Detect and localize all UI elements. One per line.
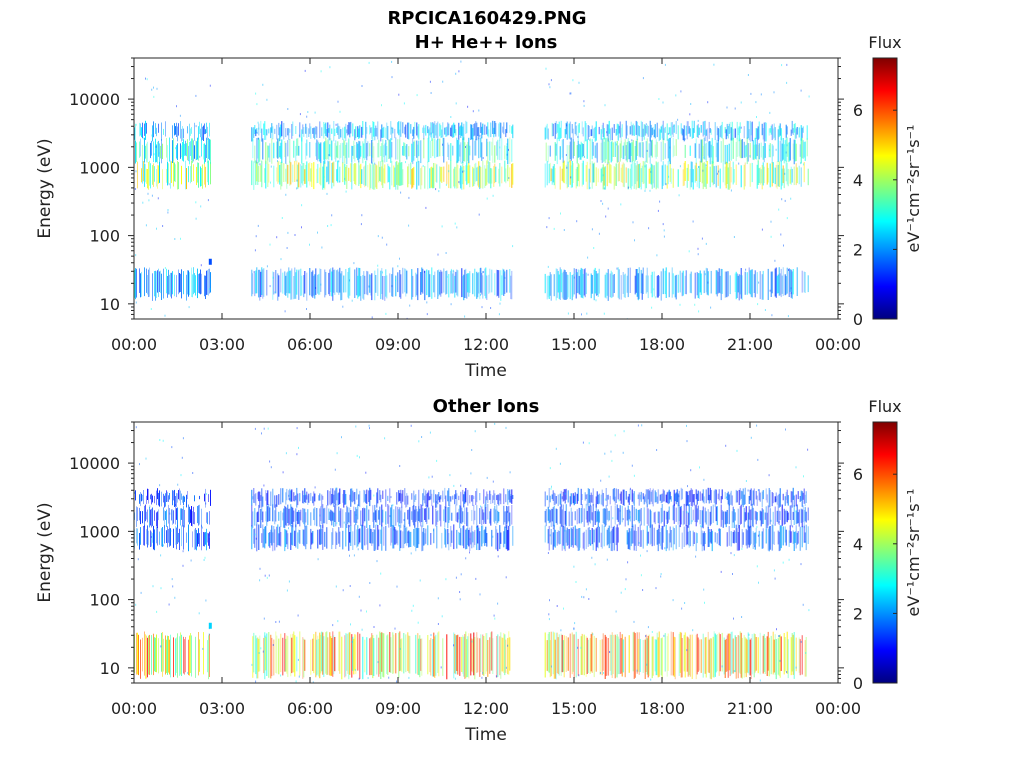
x-tick-label: 09:00 — [375, 699, 421, 718]
colorbar: Flux 0 2 4 6 eV⁻¹cm⁻²sr⁻¹s⁻¹ — [853, 33, 923, 329]
x-tick-label: 21:00 — [727, 335, 773, 354]
flux-spike — [208, 258, 212, 265]
x-tick-label: 18:00 — [639, 699, 685, 718]
colorbar-tick-label: 2 — [853, 240, 863, 259]
x-tick-label: 09:00 — [375, 335, 421, 354]
x-tick-label: 03:00 — [199, 699, 245, 718]
y-tick-label: 1000 — [79, 158, 120, 177]
energy-band — [134, 120, 808, 142]
panel-2: Other Ions 00:00 03:00 06:00 09:00 12:00 15:00… — [35, 396, 923, 745]
y-tick-label: 1000 — [79, 522, 120, 541]
colorbar-gradient — [872, 57, 898, 320]
colorbar-tick-label: 6 — [853, 101, 863, 120]
energy-band — [134, 524, 809, 552]
flux-spike — [208, 622, 212, 629]
y-tick-label: 10000 — [69, 454, 120, 473]
energy-band — [134, 622, 807, 680]
x-tick-label: 15:00 — [551, 335, 597, 354]
colorbar-title: Flux — [868, 33, 901, 52]
colorbar-label: eV⁻¹cm⁻²sr⁻¹s⁻¹ — [904, 125, 923, 253]
colorbar-tick-label: 6 — [853, 465, 863, 484]
colorbar: Flux 0 2 4 6 eV⁻¹cm⁻²sr⁻¹s⁻¹ — [853, 397, 923, 693]
energy-band — [134, 258, 809, 301]
y-tick-label: 100 — [89, 591, 120, 610]
colorbar-tick-label: 4 — [853, 535, 863, 554]
spectrogram — [134, 60, 810, 319]
y-tick-label: 10000 — [69, 90, 120, 109]
colorbar-tick-label: 0 — [853, 674, 863, 693]
x-tick-label: 00:00 — [111, 699, 157, 718]
x-tick-label: 00:00 — [815, 335, 861, 354]
noise-points — [134, 60, 810, 319]
x-axis-label: Time — [464, 361, 507, 381]
figure-title: RPCICA160429.PNG — [387, 8, 586, 29]
panel-title: Other Ions — [433, 396, 540, 417]
x-axis-label: Time — [464, 725, 507, 745]
x-tick-label: 21:00 — [727, 699, 773, 718]
energy-band — [134, 503, 809, 529]
y-axis-label: Energy (eV) — [35, 502, 55, 602]
x-tick-label: 15:00 — [551, 699, 597, 718]
spectrogram — [134, 422, 810, 683]
panels: H+ He++ Ions 00:00 03:00 06:00 09:00 12:00 15:… — [35, 32, 923, 745]
panel-1: H+ He++ Ions 00:00 03:00 06:00 09:00 12:00 15:… — [35, 32, 923, 381]
y-tick-label: 100 — [89, 227, 120, 246]
energy-band — [137, 160, 809, 190]
x-tick-label: 12:00 — [463, 335, 509, 354]
x-tick-label: 03:00 — [199, 335, 245, 354]
colorbar-tick-label: 4 — [853, 171, 863, 190]
panel-title: H+ He++ Ions — [415, 32, 558, 53]
y-axis-label: Energy (eV) — [35, 138, 55, 238]
colorbar-title: Flux — [868, 397, 901, 416]
energy-band — [135, 487, 807, 508]
colorbar-tick-label: 0 — [853, 310, 863, 329]
x-tick-label: 18:00 — [639, 335, 685, 354]
y-tick-label: 10 — [100, 659, 120, 678]
x-tick-label: 06:00 — [287, 699, 333, 718]
colorbar-tick-label: 2 — [853, 604, 863, 623]
x-tick-label: 06:00 — [287, 335, 333, 354]
colorbar-label: eV⁻¹cm⁻²sr⁻¹s⁻¹ — [904, 489, 923, 617]
noise-points — [134, 422, 810, 683]
colorbar-gradient — [872, 421, 898, 684]
x-tick-label: 12:00 — [463, 699, 509, 718]
y-tick-label: 10 — [100, 295, 120, 314]
x-tick-label: 00:00 — [111, 335, 157, 354]
x-tick-label: 00:00 — [815, 699, 861, 718]
